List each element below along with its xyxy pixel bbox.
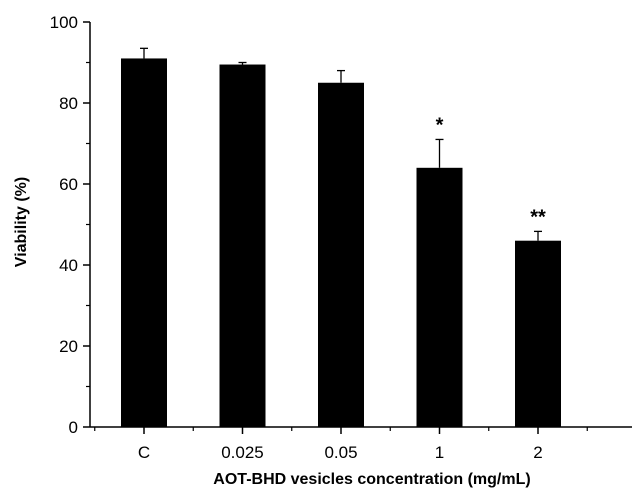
y-tick-label: 60 (59, 175, 78, 194)
y-tick-label: 100 (50, 13, 78, 32)
x-tick-label: 0.025 (221, 443, 264, 462)
significance-label: * (436, 114, 444, 136)
y-axis-label: Viability (%) (13, 177, 30, 267)
bar (121, 58, 167, 427)
y-tick-label: 40 (59, 256, 78, 275)
bar (416, 167, 463, 428)
bars: *** (121, 47, 561, 428)
x-tick-label: C (138, 443, 150, 462)
y-tick-label: 0 (69, 418, 78, 437)
y-tick-label: 80 (59, 94, 78, 113)
y-tick-label: 20 (59, 337, 78, 356)
bar (515, 240, 561, 427)
significance-label: ** (530, 206, 546, 228)
bar (318, 82, 364, 427)
x-tick-labels: C 0.025 0.05 1 2 (138, 443, 543, 462)
x-tick-label: 1 (435, 443, 444, 462)
x-tick-label: 2 (533, 443, 542, 462)
x-tick-label: 0.05 (324, 443, 357, 462)
bar (219, 64, 266, 428)
x-axis-label: AOT-BHD vesicles concentration (mg/mL) (213, 471, 530, 488)
y-tick-labels: 0 20 40 60 80 100 (50, 13, 78, 437)
